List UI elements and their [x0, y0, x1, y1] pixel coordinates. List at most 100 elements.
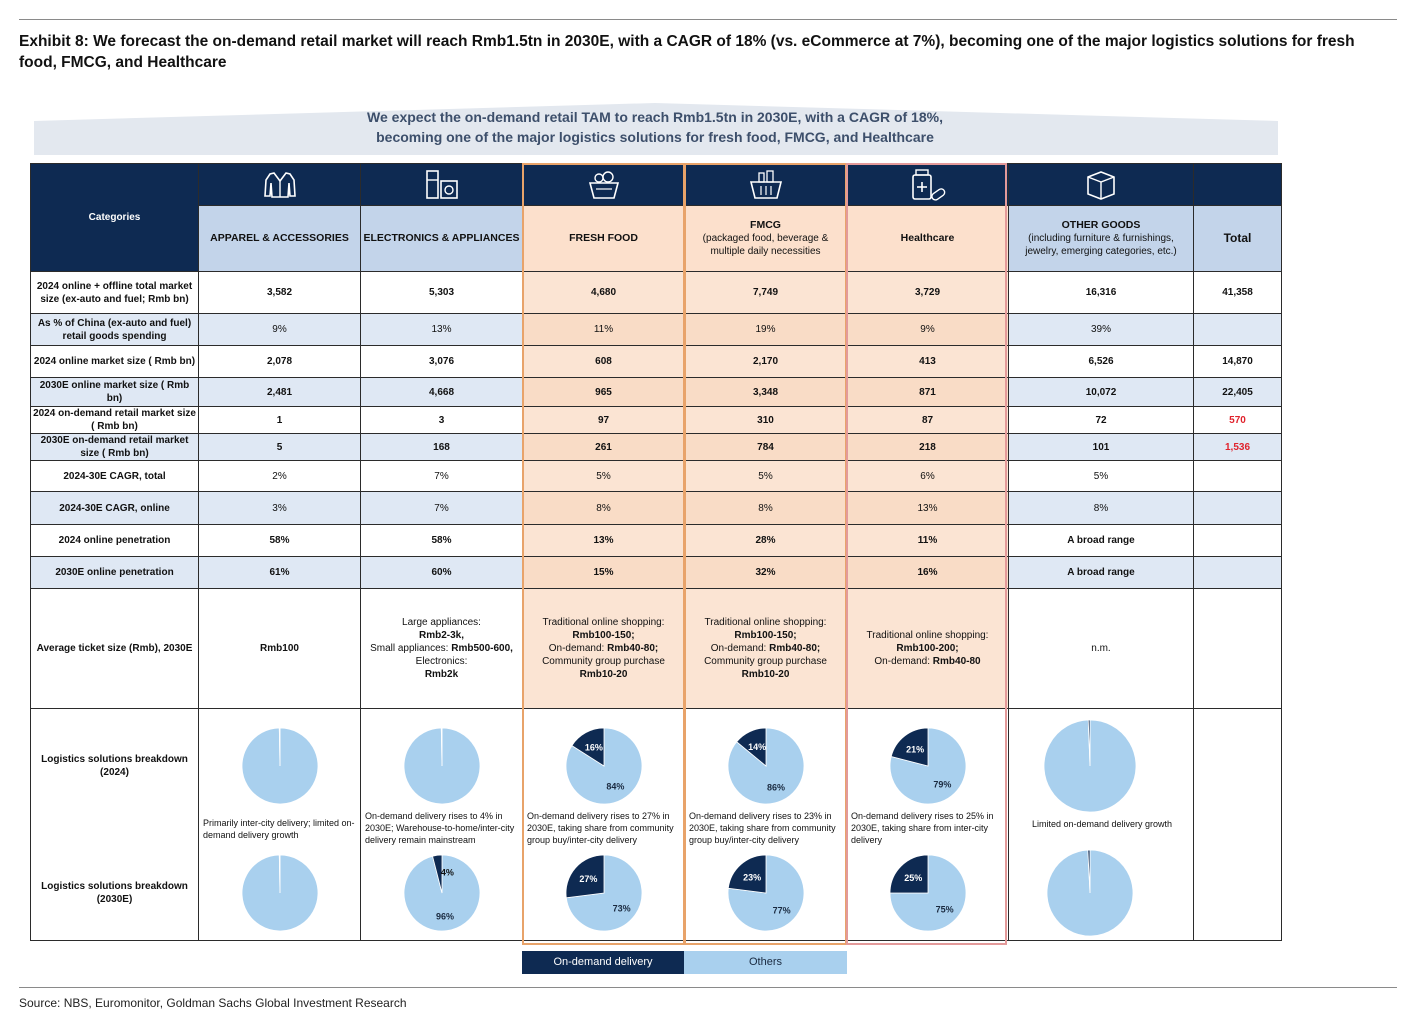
- ticket-fresh-food: Traditional online shopping: Rmb100-150;…: [522, 588, 685, 709]
- pie-2030-0-on-demand-slice: [278, 854, 281, 893]
- logistics-fmcg: 14% 86% 23% 77% On-demand delivery rises to …: [684, 708, 847, 941]
- data-row: 2030E online market size ( Rmb bn) 2,481 4…: [30, 377, 1282, 407]
- row-cell: 413: [846, 345, 1009, 378]
- pie-2024-3-pie: 14% 86%: [727, 727, 805, 804]
- pie-2030-4-on-demand-label: 25%: [904, 873, 922, 883]
- banner-line-1: We expect the on-demand retail TAM to re…: [367, 109, 943, 125]
- exhibit-title: Exhibit 8: We forecast the on-demand ret…: [19, 33, 1355, 71]
- shopping-basket-icon: [749, 169, 782, 199]
- row-label: 2024 online market size ( Rmb bn): [30, 345, 199, 378]
- fresh-food-icon-cell: [522, 163, 685, 206]
- legend-others: Others: [684, 951, 847, 974]
- row-cell: 11%: [846, 524, 1009, 557]
- row-cell: A broad range: [1008, 524, 1194, 557]
- pie-2030-3-pie: 23% 77%: [727, 854, 805, 931]
- food-basket-icon: [588, 170, 619, 199]
- col-header-apparel: APPAREL & ACCESSORIES: [198, 205, 361, 272]
- pie-2030-2-pie: 27% 73%: [565, 854, 643, 931]
- row-cell: 58%: [198, 524, 361, 557]
- row-cell: A broad range: [1008, 556, 1194, 589]
- row-cell: 58%: [360, 524, 523, 557]
- pie-2030-3-others-slice: [727, 854, 805, 931]
- logistics-note: Limited on-demand delivery growth: [1031, 818, 1173, 829]
- logistics-note: On-demand delivery rises to 23% in 2030E…: [689, 810, 836, 845]
- logistics-apparel: Primarily inter-city delivery; limited o…: [198, 708, 361, 941]
- row-label: 2024-30E CAGR, online: [30, 491, 199, 525]
- market-table: Categories: [30, 163, 1282, 941]
- pie-2030-3-on-demand-label: 23%: [743, 872, 761, 882]
- pie-2024-3-on-demand-slice: [736, 727, 767, 767]
- apparel-icon-cell: [198, 163, 361, 206]
- pie-2024-0-on-demand-slice: [278, 727, 281, 766]
- pie-2024-5-pie: [1043, 719, 1137, 812]
- row-cell: 2%: [198, 460, 361, 492]
- logistics-total: [1193, 708, 1282, 941]
- row-cell: 16,316: [1008, 271, 1194, 314]
- row-cell: 3: [360, 406, 523, 434]
- row-cell: 4,668: [360, 377, 523, 407]
- pie-2024-4-on-demand-label: 21%: [906, 744, 924, 754]
- row-cell: 101: [1008, 433, 1194, 461]
- row-cell: 965: [522, 377, 685, 407]
- data-row: 2030E online penetration 61% 60% 15% 32% 16% A…: [30, 556, 1282, 589]
- pie-2030-2-on-demand-slice: [565, 854, 605, 898]
- col-header-other-goods: OTHER GOODS (including furniture & furni…: [1008, 205, 1194, 272]
- col-header-fmcg: FMCG (packaged food, beverage & multiple…: [684, 205, 847, 272]
- pie-2024-1-on-demand-slice: [440, 727, 443, 766]
- data-row: 2024 online + offline total market size …: [30, 271, 1282, 314]
- row-cell: 6,526: [1008, 345, 1194, 378]
- row-cell: 168: [360, 433, 523, 461]
- pie-2030-4-others-label: 75%: [936, 904, 954, 914]
- total-icon-cell: [1193, 163, 1282, 206]
- pie-2024-0-pie: [241, 727, 319, 804]
- row-cell: 5%: [1008, 460, 1194, 492]
- row-cell: 13%: [522, 524, 685, 557]
- logistics-label-cell: Logistics solutions breakdown (2024) Log…: [30, 708, 199, 941]
- pie-2030-3-others-label: 77%: [773, 905, 791, 915]
- pie-2030-1-others-label: 96%: [436, 911, 454, 921]
- pie-2024-2-others-label: 84%: [606, 781, 624, 791]
- row-cell: 97: [522, 406, 685, 434]
- ticket-fmcg: Traditional online shopping: Rmb100-150;…: [684, 588, 847, 709]
- other-goods-icon-cell: [1008, 163, 1194, 206]
- row-cell: 261: [522, 433, 685, 461]
- pie-wrapper: Primarily inter-city delivery; limited o…: [199, 710, 360, 940]
- ticket-label: Average ticket size (Rmb), 2030E: [30, 588, 199, 709]
- row-cell: 72: [1008, 406, 1194, 434]
- row-cell: 1: [198, 406, 361, 434]
- pie-2030-1-pie: 4% 96%: [403, 854, 481, 931]
- data-row: 2024 online penetration 58% 58% 13% 28% 11% A …: [30, 524, 1282, 557]
- row-total: [1193, 556, 1282, 589]
- row-cell: 39%: [1008, 313, 1194, 346]
- bottom-rule: [19, 987, 1397, 988]
- ticket-apparel: Rmb100: [198, 588, 361, 709]
- col-header-electronics: ELECTRONICS & APPLIANCES: [360, 205, 523, 272]
- row-cell: 2,170: [684, 345, 847, 378]
- data-row: 2024 online market size ( Rmb bn) 2,078 3,…: [30, 345, 1282, 378]
- row-total: 41,358: [1193, 271, 1282, 314]
- logistics-fresh-food: 16% 84% 27% 73% On-demand delivery rises to …: [522, 708, 685, 941]
- source-note: Source: NBS, Euromonitor, Goldman Sachs …: [19, 996, 407, 1010]
- row-cell: 9%: [198, 313, 361, 346]
- data-row: 2024-30E CAGR, online 3% 7% 8% 8% 13% 8%: [30, 491, 1282, 525]
- row-total: [1193, 313, 1282, 346]
- row-cell: 871: [846, 377, 1009, 407]
- pie-2024-4-pie: 21% 79%: [889, 727, 967, 804]
- data-rows: 2024 online + offline total market size …: [30, 271, 1282, 589]
- row-label: 2030E on-demand retail market size ( Rmb…: [30, 433, 199, 461]
- pie-2030-5-pie: [1046, 849, 1134, 936]
- logistics-note: Primarily inter-city delivery; limited o…: [203, 817, 355, 840]
- healthcare-icon-cell: [846, 163, 1009, 206]
- row-cell: 9%: [846, 313, 1009, 346]
- pie-2024-5-on-demand-slice: [1087, 719, 1091, 766]
- logistics-label-2030: Logistics solutions breakdown (2030E): [41, 881, 188, 905]
- pie-wrapper: 14% 86% 23% 77% On-demand delivery rises to …: [685, 710, 846, 940]
- row-cell: 60%: [360, 556, 523, 589]
- logistics-healthcare: 21% 79% 25% 75% On-demand delivery rises to …: [846, 708, 1009, 941]
- data-row: As % of China (ex-auto and fuel) retail …: [30, 313, 1282, 346]
- banner-shape: [34, 103, 1278, 155]
- row-label: 2024-30E CAGR, total: [30, 460, 199, 492]
- row-total: 14,870: [1193, 345, 1282, 378]
- pie-2024-3-on-demand-label: 14%: [748, 742, 766, 752]
- row-cell: 3,582: [198, 271, 361, 314]
